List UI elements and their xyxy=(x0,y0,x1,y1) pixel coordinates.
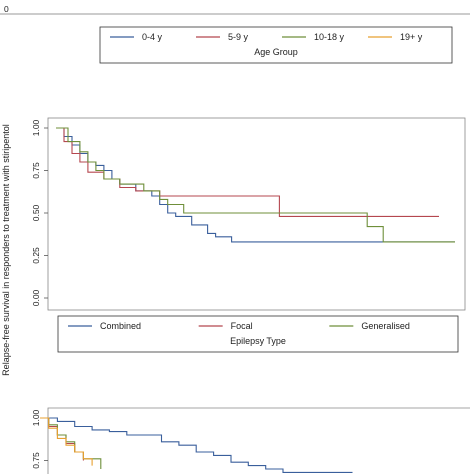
epilepsy-type-legend: Combined Focal Generalised Epilepsy Type xyxy=(68,321,410,346)
panel3-y-tick-1-00: 1.00 xyxy=(31,409,41,426)
epilepsy-type-legend-box xyxy=(57,315,459,353)
age-group-panel: 0 0-4 y 5-9 y 10-18 y 19+ y Age Group xyxy=(0,4,470,64)
age-group-legend: 0-4 y 5-9 y 10-18 y 19+ y Age Group xyxy=(110,32,423,57)
panel2-curve-generalised xyxy=(56,127,455,243)
epilepsy-type-legend-item-generalised: Generalised xyxy=(329,321,410,331)
third-panel: 1.00 0.75 xyxy=(31,407,470,474)
age-group-legend-label-10-18-y: 10-18 y xyxy=(314,32,345,42)
panel3-curves xyxy=(40,417,353,473)
age-group-legend-item-10-18-y: 10-18 y xyxy=(282,32,345,42)
panel2-curve-combined xyxy=(56,127,455,243)
age-group-legend-box xyxy=(99,26,453,64)
panel2-plot-frame xyxy=(47,117,466,311)
epilepsy-type-legend-label-generalised: Generalised xyxy=(361,321,410,331)
epilepsy-type-legend-label-focal: Focal xyxy=(231,321,253,331)
panel3-curve-2 xyxy=(40,417,84,461)
epilepsy-type-legend-title: Epilepsy Type xyxy=(230,336,286,346)
panel2-y-tick-0-25: 0.25 xyxy=(31,247,41,264)
epilepsy-type-legend-label-combined: Combined xyxy=(100,321,141,331)
panel2-y-tick-0-75: 0.75 xyxy=(31,162,41,179)
age-group-legend-label-5-9-y: 5-9 y xyxy=(228,32,249,42)
epilepsy-type-legend-item-focal: Focal xyxy=(198,321,253,331)
epilepsy-type-legend-item-combined: Combined xyxy=(68,321,141,331)
panel3-y-tick-0-75: 0.75 xyxy=(31,452,41,469)
y-axis-title: Relapse-free survival in responders to t… xyxy=(1,124,11,376)
panel2-y-axis: 0.00 0.25 0.50 0.75 1.00 xyxy=(31,119,48,306)
age-group-legend-label-0-4-y: 0-4 y xyxy=(142,32,163,42)
age-group-legend-item-5-9-y: 5-9 y xyxy=(196,32,249,42)
panel2-y-tick-0-50: 0.50 xyxy=(31,204,41,221)
panel2-curves xyxy=(56,127,455,243)
panel3-curve-1 xyxy=(40,417,353,473)
panel3-plot-frame xyxy=(47,407,470,474)
age-group-legend-label-19-y: 19+ y xyxy=(400,32,423,42)
age-group-legend-item-19-y: 19+ y xyxy=(368,32,423,42)
panel2-curve-focal xyxy=(56,127,439,217)
panel3-curve-4 xyxy=(40,417,93,466)
age-group-legend-item-0-4-y: 0-4 y xyxy=(110,32,163,42)
epilepsy-type-panel: 0.00 0.25 0.50 0.75 1.00 Combined Focal Genera… xyxy=(31,117,466,353)
age-group-legend-title: Age Group xyxy=(254,47,298,57)
panel2-y-tick-0-00: 0.00 xyxy=(31,289,41,306)
panel2-y-tick-1-00: 1.00 xyxy=(31,119,41,136)
panel1-y-tick-0: 0 xyxy=(4,4,9,14)
